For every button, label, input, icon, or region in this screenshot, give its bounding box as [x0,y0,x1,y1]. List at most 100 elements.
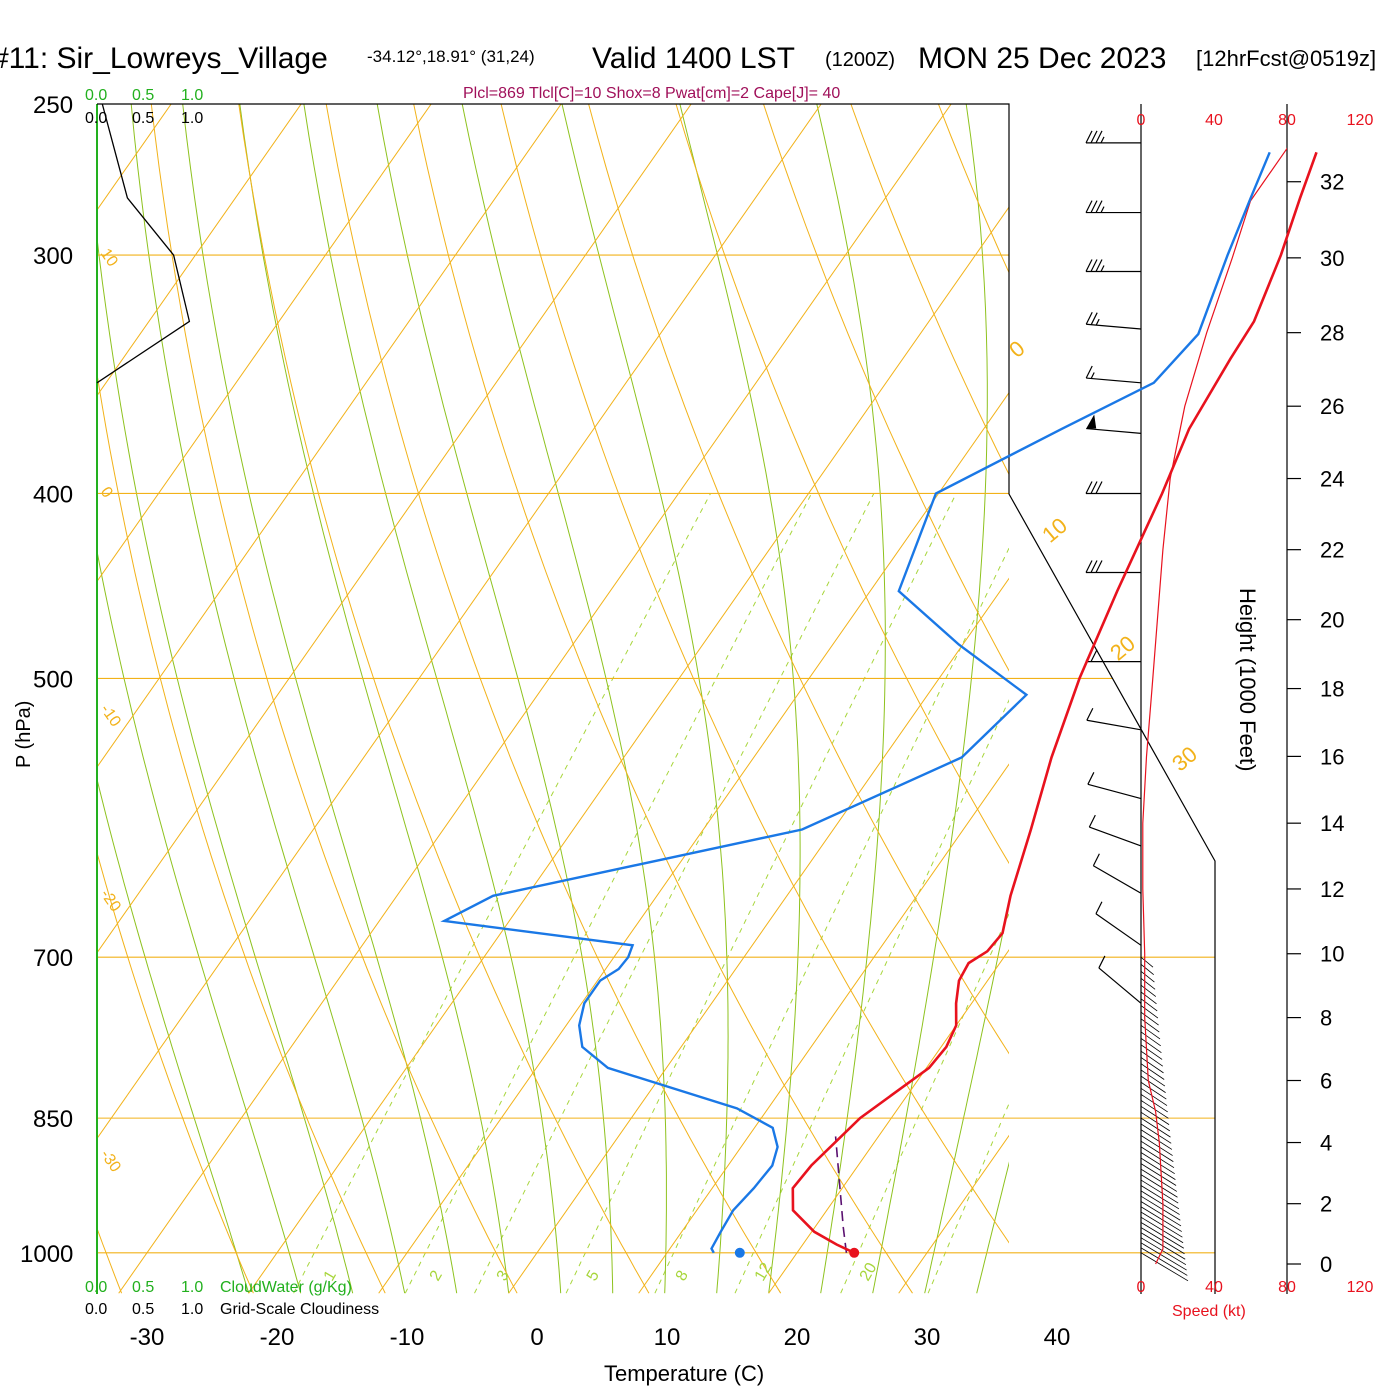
speed-tick-top-40: 40 [1205,112,1223,129]
height-tick-12: 12 [1320,877,1344,902]
mixing-label: 12 [752,1260,776,1284]
height-tick-28: 28 [1320,321,1344,346]
moist-adiabat [679,104,801,1294]
pressure-tick-850: 850 [33,1106,73,1133]
isotherm [768,949,1009,1294]
low-wind-barb [1140,1038,1162,1054]
height-tick-2: 2 [1320,1192,1332,1217]
height-tick-6: 6 [1320,1069,1332,1094]
pressure-tick-250: 250 [33,92,73,119]
cloud-top-black-0: 0.0 [85,110,107,127]
wind-barb-half [1100,265,1105,272]
moist-adiabat [924,900,1009,1294]
dry-label-right: 20 [1105,631,1140,666]
dry-adiabat [675,104,1009,865]
height-tick-18: 18 [1320,677,1344,702]
cloud-top-green-1: 0.5 [132,87,154,104]
low-wind-barb [1140,1081,1167,1100]
low-wind-barb [1140,1005,1159,1019]
wind-barb-full [1098,955,1106,969]
low-wind-barb [1140,1025,1161,1040]
mixing-ratio-line [565,493,957,1294]
wind-barb-staff [1095,913,1142,946]
pressure-tick-700: 700 [33,945,73,972]
low-wind-barb [1140,1211,1183,1238]
low-wind-barb [1140,1247,1188,1276]
wind-barb-staff [1089,826,1142,847]
moist-adiabat [97,233,354,1294]
dry-adiabat [1185,70,1400,1293]
moist-adiabat [561,104,729,1294]
dry-adiabat [850,104,1009,476]
wind-barb-half [1090,372,1095,379]
height-tick-24: 24 [1320,467,1344,492]
wind-barb-full [1085,560,1093,573]
moist-adiabat [816,104,886,1294]
wind-barb-full [1085,481,1093,494]
valid-date: MON 25 Dec 2023 [918,42,1166,75]
wind-barb-staff [1093,865,1142,894]
wind-barb-staff [1087,783,1142,800]
low-wind-barb [1140,1075,1166,1093]
station-title: #11: Sir_Lowreys_Village [0,42,328,75]
dry-adiabat [325,104,782,1294]
low-wind-barb [1140,1157,1176,1180]
pressure-tick-1000: 1000 [20,1241,73,1268]
isotherm [508,577,1009,1294]
wind-barb-full [1095,481,1103,494]
low-wind-barb [1140,1129,1173,1150]
low-wind-barb [1140,1050,1164,1067]
cloud-bot-green-0: 0.0 [85,1279,107,1296]
zulu-time: (1200Z) [825,49,895,71]
low-wind-barb [1140,1216,1184,1244]
speed-tick-top-120: 120 [1347,112,1374,129]
height-tick-16: 16 [1320,744,1344,769]
dry-adiabat [588,104,1009,1055]
wind-barb-staff [1098,967,1142,1004]
wind-barb-full [1085,311,1093,325]
pressure-tick-500: 500 [33,666,73,693]
dry-label-left: -10 [97,701,124,730]
temperature-line [791,151,1318,1254]
wind-barb-full [1090,481,1098,494]
wind-barb-full [1085,130,1093,144]
wind-barb-full [1095,200,1103,213]
low-wind-barb [1140,1123,1172,1144]
cloud-scale-bottom: 0.0 0.5 1.0 CloudWater (g/Kg) 0.0 0.5 1.… [85,1279,379,1318]
mixing-label: 20 [857,1260,881,1284]
pressure-tick-400: 400 [33,481,73,508]
moist-adiabat [872,104,988,1294]
cloud-bot-black-0: 0.0 [85,1301,107,1318]
moist-adiabats [97,104,1009,1294]
mixing-label: 3 [494,1268,513,1284]
cloud-bot-green-2: 1.0 [181,1279,203,1296]
isotherm [97,104,692,954]
low-wind-barb [1140,1152,1175,1174]
mixing-label: 8 [673,1268,692,1284]
low-wind-barb [1140,1237,1187,1266]
low-wind-barb [1140,1242,1187,1271]
isotherm [378,391,1009,1294]
low-wind-barb [1140,1069,1166,1087]
isotherm [248,206,1009,1294]
wind-barb-full [1090,649,1098,662]
isotherm [97,104,562,768]
temp-tick--30: -30 [130,1324,165,1351]
dry-label-left: 0 [97,484,116,501]
wind-barb-half [1100,136,1105,144]
speed-tick-top-80: 80 [1278,112,1296,129]
isotherm [1159,70,1400,1293]
dewpoint-line [440,151,1271,1254]
dry-label-right: 10 [1037,513,1072,548]
cloud-bot-black-2: 1.0 [181,1301,203,1318]
speed-tick-bottom-40: 40 [1205,1279,1223,1296]
wind-barb-staff [1086,323,1142,330]
low-wind-barb [1140,1094,1168,1113]
low-wind-barb [1140,1146,1175,1169]
speed-tick-bottom-120: 120 [1347,1279,1374,1296]
cloud-top-green-0: 0.0 [85,87,107,104]
low-wind-barb [1140,1018,1160,1033]
wind-barb-full [1095,901,1103,915]
low-wind-barb [1140,1179,1179,1204]
